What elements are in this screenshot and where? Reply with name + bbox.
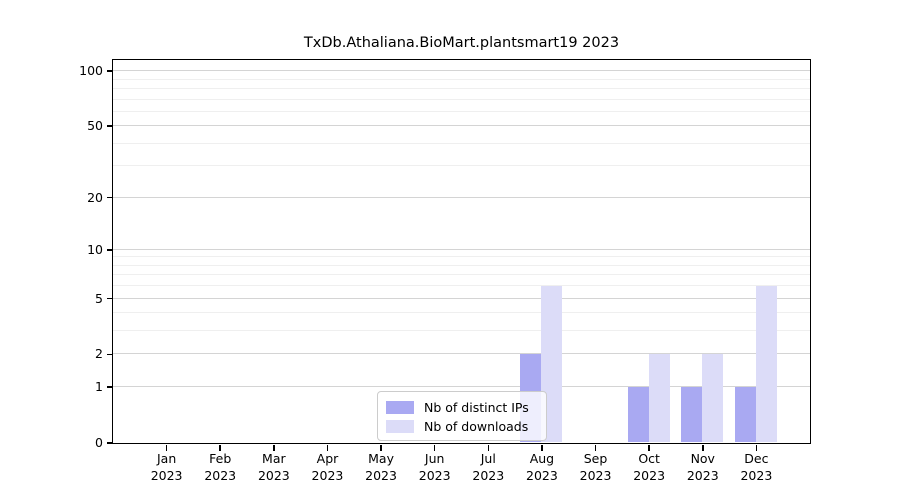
x-tick-mark — [487, 444, 490, 451]
gridline-major — [112, 70, 810, 72]
y-tick-label: 100 — [79, 63, 103, 79]
y-tick-label: 1 — [95, 379, 103, 395]
legend-row-downloads: Nb of downloads — [386, 417, 538, 436]
gridline-minor — [112, 274, 810, 276]
gridline-minor — [112, 98, 810, 100]
x-tick-label: Jul 2023 — [472, 451, 505, 483]
gridline-major — [112, 196, 810, 198]
legend-swatch-distinct-ips — [386, 401, 414, 414]
legend-label-downloads: Nb of downloads — [424, 419, 529, 434]
plot-area — [111, 58, 811, 444]
bar-downloads — [702, 353, 724, 443]
x-tick-mark — [380, 444, 382, 451]
y-tick-mark — [106, 70, 113, 72]
x-tick-label: Feb 2023 — [204, 451, 237, 483]
x-tick-mark — [165, 444, 168, 451]
legend-swatch-downloads — [386, 420, 414, 433]
y-tick-mark — [106, 442, 113, 444]
x-tick-mark — [273, 444, 275, 451]
bar-downloads — [755, 285, 777, 443]
x-tick-label: Mar 2023 — [257, 451, 290, 483]
bar-downloads — [648, 353, 670, 443]
legend-row-distinct-ips: Nb of distinct IPs — [386, 398, 538, 417]
y-tick-mark — [106, 249, 113, 251]
x-tick-label: Jun 2023 — [418, 451, 451, 483]
y-tick-mark — [106, 386, 113, 388]
gridline-minor — [112, 256, 810, 258]
gridline-major — [112, 125, 810, 127]
x-tick-mark — [326, 444, 329, 451]
y-tick-mark — [106, 196, 113, 199]
x-tick-label: Oct 2023 — [633, 451, 666, 483]
x-tick-mark — [648, 444, 650, 451]
bar-distinct-ips — [734, 386, 756, 443]
y-tick-label: 20 — [87, 189, 103, 205]
legend-label-distinct-ips: Nb of distinct IPs — [424, 400, 529, 415]
legend: Nb of distinct IPs Nb of downloads — [377, 391, 547, 441]
x-tick-mark — [755, 444, 758, 451]
gridline-minor — [112, 285, 810, 287]
x-tick-mark — [541, 444, 543, 451]
gridline-minor — [112, 110, 810, 112]
x-tick-mark — [433, 444, 436, 451]
bar-distinct-ips — [627, 386, 649, 443]
y-tick-mark — [106, 353, 113, 356]
gridline-minor — [112, 142, 810, 144]
y-tick-label: 5 — [95, 290, 103, 306]
x-tick-label: Nov 2023 — [686, 451, 719, 483]
x-tick-label: Dec 2023 — [740, 451, 773, 483]
gridline-minor — [112, 87, 810, 89]
chart-title: TxDb.Athaliana.BioMart.plantsmart19 2023 — [303, 35, 620, 51]
y-tick-label: 10 — [87, 241, 103, 257]
x-tick-mark — [594, 444, 597, 451]
x-tick-label: Jan 2023 — [150, 451, 183, 483]
x-tick-label: Sep 2023 — [579, 451, 612, 483]
x-tick-label: Aug 2023 — [526, 451, 558, 483]
gridline-major — [112, 297, 810, 299]
y-tick-label: 50 — [87, 118, 103, 134]
x-tick-label: May 2023 — [365, 451, 397, 483]
gridline-major — [112, 248, 810, 250]
y-tick-mark — [106, 297, 113, 300]
x-tick-label: Apr 2023 — [311, 451, 344, 483]
gridline-major — [112, 386, 810, 388]
gridline-minor — [112, 264, 810, 266]
y-tick-label: 0 — [95, 435, 103, 450]
gridline-minor — [112, 78, 810, 80]
bar-distinct-ips — [681, 386, 703, 443]
gridline-minor — [112, 312, 810, 314]
y-tick-label: 2 — [95, 346, 103, 362]
gridline-major — [112, 353, 810, 355]
x-tick-mark — [219, 444, 221, 451]
gridline-minor — [112, 330, 810, 332]
x-tick-mark — [702, 444, 704, 451]
y-tick-mark — [106, 125, 113, 127]
gridline-minor — [112, 165, 810, 167]
